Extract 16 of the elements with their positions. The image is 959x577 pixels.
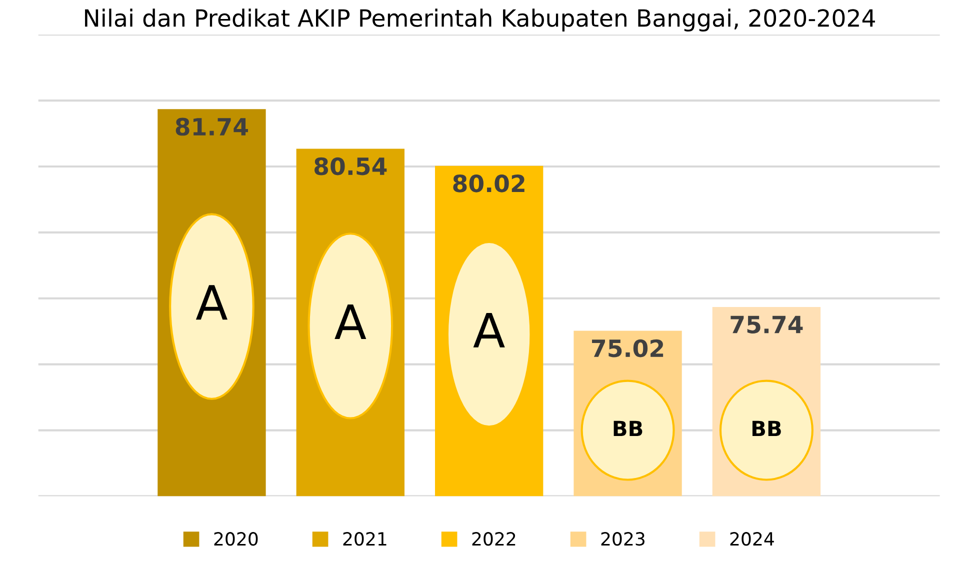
annotation: BB bbox=[614, 420, 642, 436]
legend-label: 2022 bbox=[472, 532, 516, 546]
data-label: 80.02 bbox=[453, 174, 524, 192]
chart-title: Nilai dan Predikat AKIP Pemerintah Kabupaten Banggai, 2020-2024 bbox=[85, 8, 875, 32]
annotation: A bbox=[196, 285, 228, 320]
annotation: BB bbox=[752, 420, 781, 436]
legend-label: 2021 bbox=[343, 532, 386, 546]
legend-label: 2024 bbox=[730, 532, 774, 546]
legend-label: 2020 bbox=[214, 532, 258, 546]
data-label: 75.74 bbox=[730, 316, 803, 334]
legend-label: 2023 bbox=[601, 532, 644, 546]
annotation: A bbox=[334, 304, 366, 339]
annotation: A bbox=[473, 312, 505, 348]
data-label: 75.02 bbox=[592, 339, 664, 358]
data-label: 80.54 bbox=[314, 157, 387, 176]
data-label: 81.74 bbox=[176, 118, 248, 136]
